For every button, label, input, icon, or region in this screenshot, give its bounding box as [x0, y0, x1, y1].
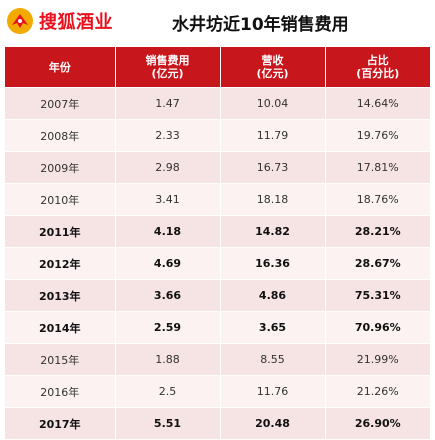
year-cell: 2015年: [5, 343, 116, 376]
year-cell: 2010年: [5, 183, 116, 216]
ratio-cell: 19.76%: [325, 119, 430, 152]
table-row: 2008年 2.33 11.79 19.76%: [5, 119, 430, 152]
brand-logo: 搜狐酒业: [6, 6, 113, 36]
revenue-cell: 10.04: [220, 87, 326, 120]
revenue-cell: 8.55: [220, 343, 326, 376]
fox-logo-icon: [7, 8, 33, 34]
ratio-cell: 75.31%: [325, 279, 430, 312]
sales-expense-cell: 1.47: [115, 87, 221, 120]
revenue-cell: 20.48: [220, 407, 326, 439]
table-header-row: 年份 销售费用 (亿元) 营收 (亿元) 占比 (百分比): [5, 47, 430, 88]
column-header-label: 营收: [261, 54, 284, 67]
column-header-label: 占比: [366, 54, 389, 67]
table-row: 2013年 3.66 4.86 75.31%: [5, 279, 430, 312]
sales-expense-cell: 4.18: [115, 215, 221, 248]
ratio-cell: 70.96%: [325, 311, 430, 344]
table-row: 2010年 3.41 18.18 18.76%: [5, 183, 430, 216]
revenue-cell: 3.65: [220, 311, 326, 344]
logo-text: 搜狐酒业: [39, 12, 113, 33]
year-cell: 2013年: [5, 279, 116, 312]
revenue-cell: 18.18: [220, 183, 326, 216]
year-cell: 2012年: [5, 247, 116, 280]
revenue-cell: 11.79: [220, 119, 326, 152]
year-cell: 2017年: [5, 407, 116, 439]
sales-expense-cell: 2.5: [115, 375, 221, 408]
ratio-cell: 14.64%: [325, 87, 430, 120]
ratio-cell: 21.26%: [325, 375, 430, 408]
column-header: 营收 (亿元): [220, 47, 326, 88]
column-header-unit: (亿元): [151, 67, 184, 80]
revenue-cell: 11.76: [220, 375, 326, 408]
page-title: 水井坊近10年销售费用: [172, 15, 349, 35]
column-header: 销售费用 (亿元): [115, 47, 221, 88]
year-cell: 2011年: [5, 215, 116, 248]
year-cell: 2007年: [5, 87, 116, 120]
year-cell: 2008年: [5, 119, 116, 152]
year-cell: 2014年: [5, 311, 116, 344]
table-body: 2007年 1.47 10.04 14.64% 2008年 2.33 11.79 19.76%…: [5, 87, 430, 439]
ratio-cell: 17.81%: [325, 151, 430, 184]
revenue-cell: 16.73: [220, 151, 326, 184]
revenue-cell: 4.86: [220, 279, 326, 312]
column-header-unit: (百分比): [356, 67, 400, 80]
sales-expense-cell: 5.51: [115, 407, 221, 439]
ratio-cell: 18.76%: [325, 183, 430, 216]
sales-expense-cell: 3.41: [115, 183, 221, 216]
table-row: 2014年 2.59 3.65 70.96%: [5, 311, 430, 344]
sales-expense-cell: 2.98: [115, 151, 221, 184]
year-cell: 2009年: [5, 151, 116, 184]
column-header-label: 销售费用: [145, 54, 190, 67]
ratio-cell: 26.90%: [325, 407, 430, 439]
table-row: 2015年 1.88 8.55 21.99%: [5, 343, 430, 376]
sales-expense-cell: 3.66: [115, 279, 221, 312]
column-header: 年份: [5, 47, 116, 88]
ratio-cell: 28.67%: [325, 247, 430, 280]
table-row: 2009年 2.98 16.73 17.81%: [5, 151, 430, 184]
table-row: 2007年 1.47 10.04 14.64%: [5, 87, 430, 120]
sales-expense-cell: 2.59: [115, 311, 221, 344]
sales-expense-cell: 1.88: [115, 343, 221, 376]
year-cell: 2016年: [5, 375, 116, 408]
revenue-cell: 14.82: [220, 215, 326, 248]
column-header: 占比 (百分比): [325, 47, 430, 88]
table-row: 2012年 4.69 16.36 28.67%: [5, 247, 430, 280]
column-header-label: 年份: [48, 60, 71, 74]
table-row: 2011年 4.18 14.82 28.21%: [5, 215, 430, 248]
header: 搜狐酒业 水井坊近10年销售费用: [0, 0, 435, 44]
table-row: 2017年 5.51 20.48 26.90%: [5, 407, 430, 439]
revenue-cell: 16.36: [220, 247, 326, 280]
ratio-cell: 28.21%: [325, 215, 430, 248]
sales-expense-cell: 4.69: [115, 247, 221, 280]
column-header-unit: (亿元): [256, 67, 289, 80]
ratio-cell: 21.99%: [325, 343, 430, 376]
data-table: 年份 销售费用 (亿元) 营收 (亿元) 占比 (百分比) 2007年 1.47 10.04 14…: [5, 47, 430, 439]
table-row: 2016年 2.5 11.76 21.26%: [5, 375, 430, 408]
sales-expense-cell: 2.33: [115, 119, 221, 152]
